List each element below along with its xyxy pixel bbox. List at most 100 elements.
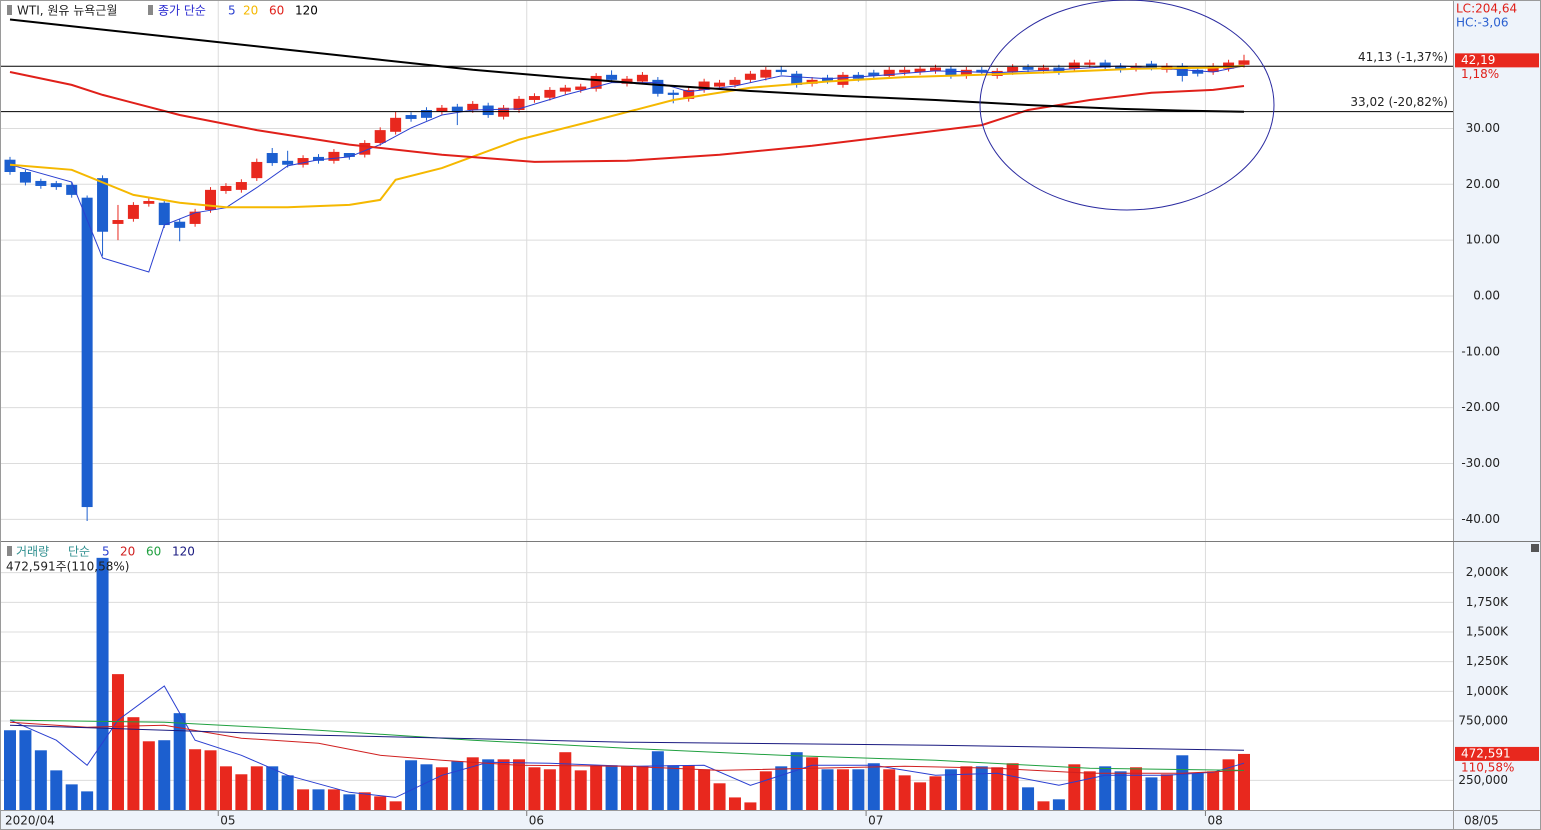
candle-body [420,110,432,118]
y-tick-label: 1,500K [1466,625,1509,639]
candle-body [559,87,571,92]
candle-body [930,67,941,71]
volume-bar [1099,766,1112,810]
volume-bar [19,730,32,810]
legend-entry: 20 [120,545,135,559]
volume-bar [1083,771,1096,810]
candle-body [1007,67,1019,73]
candle-body [513,98,525,111]
volume-bar [1068,764,1081,810]
candle-body [1176,65,1188,76]
candle-body [220,185,232,191]
candle-body [282,160,294,165]
candle-body [374,130,386,143]
volume-bar [759,771,772,810]
y-tick-label: 20.00 [1466,177,1500,191]
candle-body [1192,69,1204,74]
y-tick-label: 10.00 [1466,233,1500,247]
candle-body [81,197,93,508]
volume-bar [590,765,603,810]
volume-bar [81,791,94,810]
candle-body [1207,65,1219,73]
legend-entry: 120 [172,545,195,559]
candle-body [1068,62,1080,69]
right-axis-area [1454,0,1541,810]
volume-bar [142,741,155,810]
volume-bar [944,769,957,810]
y-tick-label: -40.00 [1461,512,1500,526]
moving-average-line [9,64,1245,209]
volume-bar [1176,755,1189,810]
volume-bar [1114,771,1127,810]
y-tick-label: -30.00 [1461,456,1500,470]
volume-bar [1037,801,1050,810]
candle-body [359,142,371,155]
change-label: 110,58% [1461,760,1514,774]
volume-bar [513,759,526,810]
volume-bar [1022,787,1035,810]
volume-bar [1238,753,1250,810]
candle-body [35,180,47,186]
y-tick-label: 1,250K [1466,654,1509,668]
candle-body [575,86,587,90]
candle-body [343,153,355,157]
indicator-label: 단순 [68,545,90,559]
last-value-label: 42,19 [1461,53,1495,67]
volume-bar [559,752,572,810]
x-tick-label: 08 [1207,814,1222,828]
moving-average-line [9,724,1245,751]
candle-body [266,153,278,164]
candle-body [714,82,726,87]
candle-body [945,68,957,76]
volume-bar [528,767,541,810]
volume-bar [975,766,988,810]
volume-bar [420,764,433,810]
volume-bar [1006,763,1019,810]
legend-entry: 60 [146,545,161,559]
candle-body [899,69,911,73]
volume-bar [50,770,63,810]
candle-body [822,77,834,81]
candle-body [1223,62,1235,69]
hc-label: HC:-3,06 [1456,16,1509,30]
volume-bar [728,797,741,810]
marks-layer [0,18,1453,810]
volume-bar [497,759,510,810]
candle-body [791,73,803,85]
panel-button[interactable] [1531,544,1539,552]
candle-body [143,201,155,204]
volume-bar [297,789,310,810]
volume-bar [713,783,726,810]
volume-bar [574,770,587,810]
y-tick-label: 250,000 [1458,773,1508,787]
candle-body [498,107,510,117]
volume-bar [405,760,418,810]
volume-bar [836,769,849,810]
volume-bar [867,763,880,810]
volume-bar [1145,777,1158,810]
volume-bar [389,801,402,810]
legend-entry: 120 [295,4,318,18]
volume-bar [219,766,232,810]
volume-bar [435,767,448,810]
candle-body [405,115,417,119]
volume-bar [1130,767,1143,810]
volume-bar [327,789,340,810]
volume-bar [466,757,479,810]
volume-bar [682,765,695,810]
candle-body [390,117,402,132]
y-tick-label: 2,000K [1466,565,1509,579]
moving-average-line [9,719,1245,771]
candle-body [868,72,880,76]
volume-bar [605,765,618,810]
candle-body [1037,67,1049,71]
volume-title: 거래량 [16,545,49,559]
candle-body [4,159,16,172]
candle-body [667,92,679,95]
candle-body [66,184,78,195]
y-tick-label: 1,000K [1466,684,1509,698]
volume-bar [698,769,711,810]
legend-entry: 5 [102,545,110,559]
volume-bar [929,776,942,810]
